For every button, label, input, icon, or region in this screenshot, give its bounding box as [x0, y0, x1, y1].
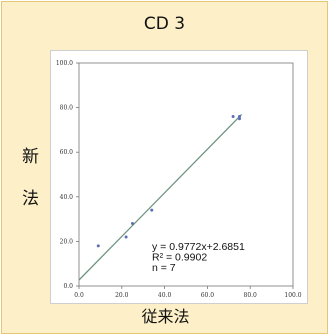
data-point	[150, 208, 154, 212]
y-tick-label: 100.0	[56, 60, 73, 67]
regression-annotation: R² = 0.9902	[152, 252, 207, 264]
regression-annotation: y = 0.9772x+2.6851	[152, 241, 245, 253]
data-point	[96, 244, 100, 248]
plot-frame	[78, 62, 294, 287]
x-tick-label: 40.0	[158, 292, 172, 299]
data-point	[238, 115, 241, 119]
y-tick-label: 0.0	[63, 283, 73, 290]
data-point	[131, 222, 134, 226]
x-tick-label: 60.0	[201, 292, 215, 299]
plot-card	[50, 50, 308, 304]
regression-annotation: n = 7	[152, 262, 176, 274]
x-axis-label: 従来法	[141, 307, 190, 326]
chart-title: CD 3	[143, 14, 186, 34]
data-point	[124, 235, 128, 239]
x-tick-label: 100.0	[284, 292, 301, 299]
y-tick-label: 60.0	[60, 149, 74, 156]
x-tick-label: 0.0	[74, 292, 84, 299]
x-tick-label: 80.0	[244, 292, 258, 299]
data-point	[238, 117, 241, 121]
data-point	[231, 115, 235, 119]
y-axis-label-char-1: 新	[22, 147, 39, 167]
y-tick-label: 80.0	[60, 105, 74, 112]
regression-line	[78, 113, 243, 281]
y-tick-label: 40.0	[60, 194, 74, 201]
y-tick-label: 20.0	[60, 238, 74, 245]
y-axis-label-char-2: 法	[22, 189, 39, 209]
x-tick-label: 20.0	[115, 292, 129, 299]
